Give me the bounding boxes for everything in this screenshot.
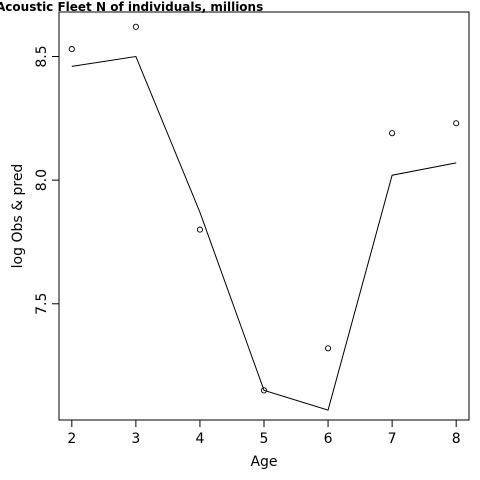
x-tick-label: 3 <box>131 431 140 447</box>
observed-point <box>260 387 268 394</box>
observed-point <box>453 120 460 127</box>
y-axis-label: log Obs & pred <box>10 164 26 269</box>
x-axis-label: Age <box>250 454 277 470</box>
observed-point <box>389 130 396 137</box>
plot-frame <box>58 11 470 421</box>
observed-point <box>325 345 332 352</box>
chart-title: Acoustic Fleet N of individuals, million… <box>0 0 263 14</box>
series-layer <box>68 23 460 411</box>
y-tick-label: 7.5 <box>34 293 50 315</box>
predicted-line <box>71 55 457 411</box>
observed-point <box>196 226 203 233</box>
x-tick-label: 4 <box>195 431 204 447</box>
x-tick-label: 7 <box>388 431 397 447</box>
x-tick-label: 8 <box>452 431 461 447</box>
observed-point <box>132 23 139 30</box>
x-tick-label: 5 <box>260 431 269 447</box>
x-axis: 2 3 4 5 6 7 8 <box>67 420 461 447</box>
y-tick-label: 8.5 <box>34 45 50 67</box>
observed-point <box>68 46 75 53</box>
y-tick-label: 8.0 <box>34 169 50 191</box>
x-tick-label: 2 <box>67 431 76 447</box>
y-axis: 7.5 8.0 8.5 <box>34 45 59 315</box>
x-tick-label: 6 <box>324 431 333 447</box>
